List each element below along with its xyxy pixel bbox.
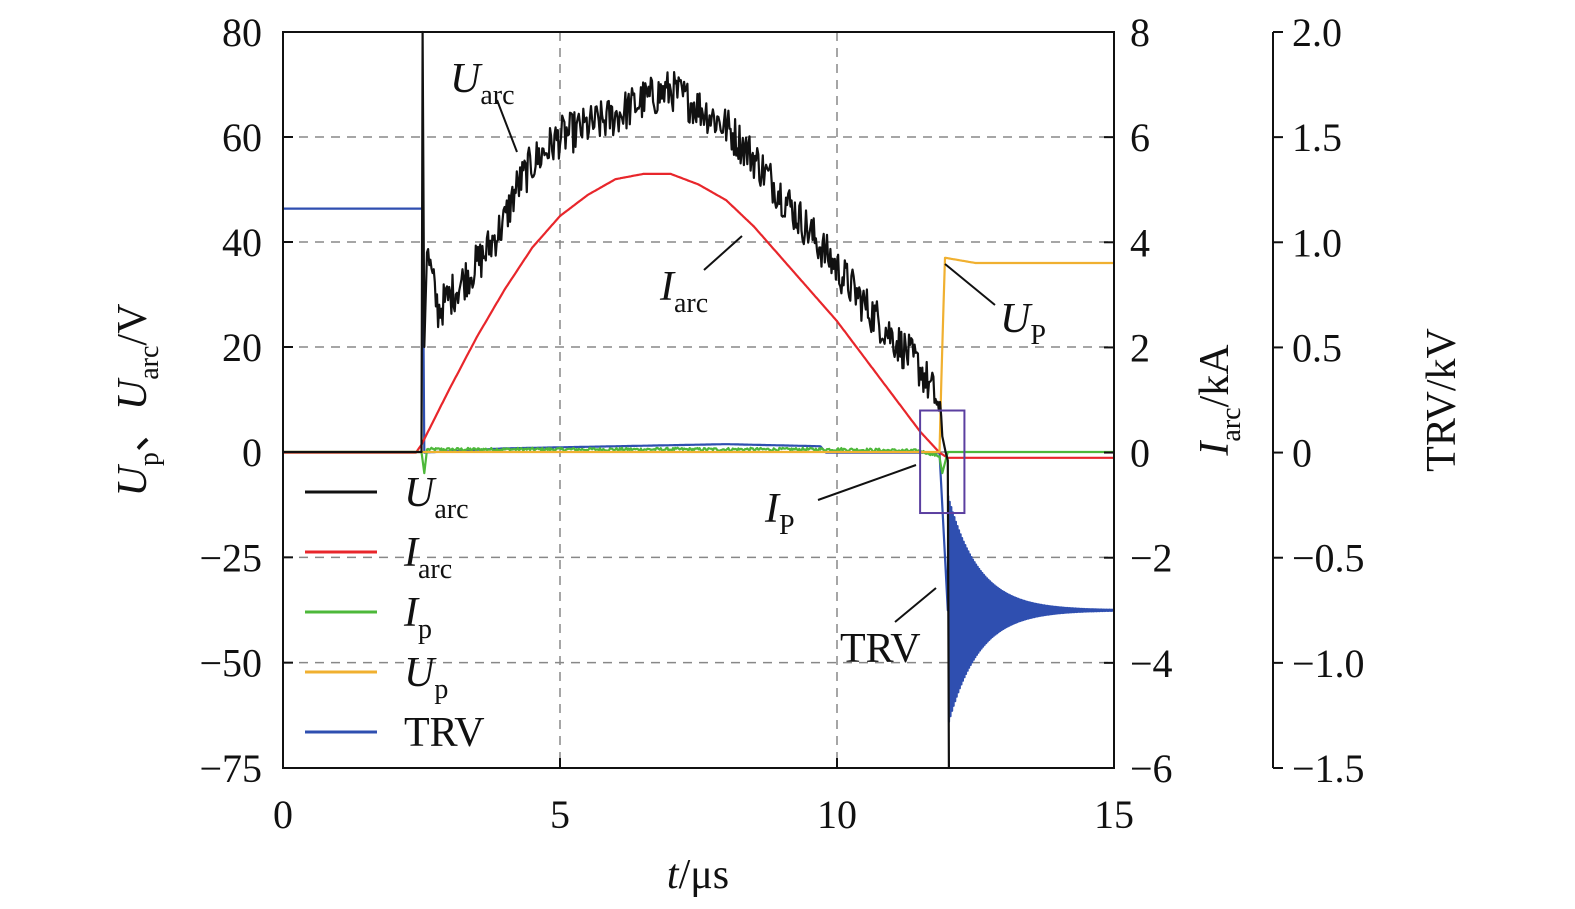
- y-right-tick-label-5: −0.5: [1292, 536, 1365, 581]
- y-mid-axis-label: Iarc/kA: [1192, 344, 1247, 457]
- annotation-3: IP: [764, 486, 795, 541]
- y-left-axis-label: Up、Uarc/V: [110, 304, 165, 497]
- legend-label-1: Iarc: [403, 530, 452, 585]
- y-left-tick-label-5: −25: [199, 535, 262, 580]
- y-left-tick-label-4: 0: [242, 430, 262, 475]
- axis-labels: t/μs Up、Uarc/V Iarc/kA TRV/kV: [110, 304, 1465, 898]
- ticks-layer: 0 5 10 15806040200−25−50−7586420−2−4−62.01.…: [199, 10, 1364, 837]
- annotation-2: UP: [1000, 296, 1046, 351]
- y-mid-tick-label-3: 2: [1130, 325, 1150, 370]
- annotation-4: TRV: [840, 626, 921, 672]
- x-tick-label-3: 15: [1094, 792, 1134, 837]
- annotation-1: Iarc: [659, 264, 708, 319]
- y-mid-tick-label-2: 4: [1130, 220, 1150, 265]
- series-layer: [283, 30, 1115, 769]
- x-tick-label-0: 0: [273, 792, 293, 837]
- y-right-tick-label-0: 2.0: [1292, 10, 1342, 55]
- leader-ip: [817, 464, 917, 501]
- y-mid-tick-label-7: −6: [1130, 746, 1173, 791]
- series-line-uarc: [283, 30, 950, 769]
- plot-frame: [282, 31, 1115, 769]
- y-mid-tick-label-6: −4: [1130, 641, 1173, 686]
- y-right-tick-label-4: 0: [1292, 431, 1312, 476]
- y-left-tick-label-6: −50: [199, 641, 262, 686]
- y-left-tick-label-1: 60: [222, 115, 262, 160]
- highlight-box: [919, 409, 966, 515]
- y-right-tick-label-2: 1.0: [1292, 220, 1342, 265]
- leader-lines: [496, 99, 996, 623]
- y-left-tick-label-2: 40: [222, 220, 262, 265]
- x-axis-label: t/μs: [667, 852, 729, 898]
- y-right-tick-label-3: 0.5: [1292, 325, 1342, 370]
- y-left-tick-label-3: 20: [222, 325, 262, 370]
- y-mid-tick-label-0: 8: [1130, 10, 1150, 55]
- leader-iarc: [703, 235, 743, 271]
- legend-label-4: TRV: [404, 710, 485, 756]
- leader-up: [944, 263, 996, 306]
- leader-trv: [894, 587, 937, 623]
- y-mid-tick-label-1: 6: [1130, 115, 1150, 160]
- legend-label-2: Ip: [403, 590, 432, 645]
- y-left-tick-label-7: −75: [199, 746, 262, 791]
- series-line-up: [283, 256, 1114, 454]
- series-line-trv: [283, 207, 1115, 723]
- x-tick-label-2: 10: [817, 792, 857, 837]
- x-tick-label-1: 5: [550, 792, 570, 837]
- y-right-tick-label-1: 1.5: [1292, 115, 1342, 160]
- y-right-axis-label: TRV/kV: [1419, 328, 1465, 472]
- y-left-tick-label-0: 80: [222, 10, 262, 55]
- y-right-tick-label-6: −1.0: [1292, 641, 1365, 686]
- annotations-layer: Uarc Iarc UP IP TRV: [450, 56, 1046, 672]
- y-mid-tick-label-4: 0: [1130, 431, 1150, 476]
- annotation-0: Uarc: [450, 56, 515, 111]
- y-mid-tick-label-5: −2: [1130, 536, 1173, 581]
- y-right-tick-label-7: −1.5: [1292, 746, 1365, 791]
- leader-uarc: [496, 99, 518, 153]
- legend-label-0: Uarc: [404, 470, 469, 525]
- legend-label-3: Up: [404, 650, 448, 705]
